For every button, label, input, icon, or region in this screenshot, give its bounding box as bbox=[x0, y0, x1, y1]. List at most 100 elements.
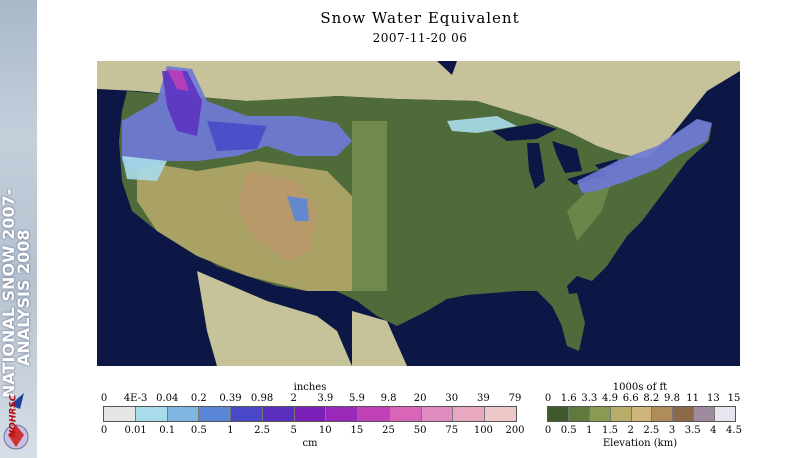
swe_legend-bottom-tick-label: 5 bbox=[290, 425, 297, 436]
baja-region bbox=[205, 286, 237, 346]
appalachians bbox=[567, 179, 612, 241]
swe_legend-top-tick-label: 0 bbox=[100, 393, 108, 404]
lake-superior bbox=[492, 123, 557, 141]
snow-cascades-light bbox=[122, 156, 167, 181]
logo-text: NOHRSC bbox=[8, 394, 19, 438]
elev_legend-bottom-tick-label: 4.5 bbox=[726, 425, 742, 436]
elev_legend-swatch bbox=[548, 407, 569, 421]
swe-color-bar bbox=[103, 406, 517, 422]
swe_legend-top-tick-label: 5.9 bbox=[348, 393, 365, 404]
side-banner: NATIONAL SNOW 2007- ANALYSIS 2008 NOHRSC bbox=[0, 0, 37, 458]
swe_legend-bottom-tick-label: 50 bbox=[413, 425, 427, 436]
elev_legend-top-tick-label: 11 bbox=[686, 393, 700, 404]
swe_legend-top-tick-label: 4E-3 bbox=[123, 393, 148, 404]
map-title: Snow Water Equivalent bbox=[320, 9, 520, 27]
elev_legend-bottom-tick-label: 2 bbox=[627, 425, 634, 436]
lake-michigan bbox=[527, 143, 545, 189]
swe_legend-bottom-tick-label: 0.5 bbox=[190, 425, 207, 436]
swe_legend-top-tick-label: 0.04 bbox=[156, 393, 179, 404]
elev_legend-top-tick-label: 0 bbox=[544, 393, 552, 404]
swe_legend-swatch bbox=[231, 407, 263, 421]
snow-northeast-light bbox=[447, 116, 517, 133]
elev_legend-swatch bbox=[673, 407, 695, 421]
snow-northwest-deep bbox=[162, 71, 202, 136]
canada-region bbox=[97, 61, 740, 159]
elev_legend-bottom-tick-label: 3 bbox=[668, 425, 676, 436]
swe-bottom-unit: cm bbox=[302, 438, 318, 449]
swe_legend-bottom-tick-label: 10 bbox=[318, 425, 332, 436]
swe_legend-bottom-tick-label: 100 bbox=[473, 425, 493, 436]
elev_legend-top-tick-label: 4.9 bbox=[602, 393, 618, 404]
swe_legend-bottom-tick-label: 1 bbox=[227, 425, 234, 436]
elev_legend-top-tick-label: 8.2 bbox=[643, 393, 660, 404]
swe_legend-swatch bbox=[135, 407, 168, 421]
snow-map[interactable] bbox=[97, 61, 740, 366]
elev_legend-bottom-tick-label: 2.5 bbox=[643, 425, 660, 436]
swe_legend-swatch bbox=[199, 407, 232, 421]
elev_legend-top-tick-label: 13 bbox=[706, 393, 720, 404]
swe_legend-bottom-tick-label: 0 bbox=[100, 425, 108, 436]
elev_legend-bottom-tick-label: 0 bbox=[544, 425, 552, 436]
swe_legend-swatch bbox=[358, 407, 390, 421]
elev_legend-bottom-tick-label: 0.5 bbox=[560, 425, 577, 436]
elev_legend-swatch bbox=[715, 407, 736, 421]
map-canvas bbox=[97, 61, 740, 366]
swe_legend-top-tick-label: 2 bbox=[290, 393, 297, 404]
snow-northeast bbox=[577, 119, 712, 193]
florida bbox=[552, 293, 585, 351]
banner-line-2: ANALYSIS 2008 bbox=[14, 229, 33, 366]
swe_legend-swatch bbox=[326, 407, 359, 421]
elev_legend-bottom-tick-label: 3.5 bbox=[684, 425, 701, 436]
mexico-east-region bbox=[352, 311, 407, 366]
logo-emblem-icon bbox=[3, 393, 29, 450]
elev_legend-bottom-tick-label: 1.5 bbox=[602, 425, 618, 436]
swe_legend-swatch bbox=[104, 407, 136, 421]
swe_legend-top-tick-label: 0.39 bbox=[219, 393, 242, 404]
elevation-color-bar bbox=[547, 406, 736, 422]
mexico-region bbox=[197, 271, 352, 366]
swe_legend-top-tick-label: 0.2 bbox=[190, 393, 207, 404]
elev_legend-swatch bbox=[652, 407, 674, 421]
swe_legend-top-tick-label: 9.8 bbox=[380, 393, 397, 404]
snow-northwest-peak bbox=[167, 69, 189, 91]
swe_legend-swatch bbox=[453, 407, 486, 421]
elev_legend-swatch bbox=[610, 407, 632, 421]
swe_legend-swatch bbox=[294, 407, 327, 421]
swe_legend-swatch bbox=[421, 407, 454, 421]
elev-bottom-label: Elevation (km) bbox=[602, 438, 678, 449]
swe_legend-bottom-tick-label: 25 bbox=[382, 425, 395, 436]
swe_legend-top-tick-label: 20 bbox=[413, 393, 427, 404]
swe_legend-top-tick-label: 39 bbox=[477, 393, 490, 404]
elev_legend-swatch bbox=[694, 407, 716, 421]
snow-montana bbox=[207, 121, 267, 151]
elev-top-unit: 1000s of ft bbox=[612, 382, 668, 393]
banner-title: NATIONAL SNOW 2007- ANALYSIS 2008 bbox=[0, 189, 33, 398]
elev_legend-top-tick-label: 9.8 bbox=[664, 393, 680, 404]
swe_legend-swatch bbox=[389, 407, 422, 421]
swe_legend-top-tick-label: 3.9 bbox=[317, 393, 334, 404]
hudson-bay-edge bbox=[437, 61, 457, 75]
swe_legend-top-tick-label: 30 bbox=[445, 393, 459, 404]
swe_legend-top-tick-label: 79 bbox=[508, 393, 522, 404]
swe_legend-top-tick-label: 0.98 bbox=[250, 393, 274, 404]
nohrsc-logo: NOHRSC bbox=[2, 385, 35, 455]
lake-huron bbox=[552, 141, 582, 173]
lake-ontario bbox=[595, 159, 619, 169]
map-date: 2007-11-20 06 bbox=[372, 31, 468, 45]
swe_legend-bottom-tick-label: 75 bbox=[445, 425, 459, 436]
swe-top-unit: inches bbox=[293, 382, 327, 393]
elev_legend-top-tick-label: 1.6 bbox=[560, 393, 577, 404]
swe_legend-bottom-tick-label: 0.01 bbox=[124, 425, 147, 436]
great-plains bbox=[337, 121, 387, 291]
rocky-mountains bbox=[237, 171, 317, 261]
swe_legend-swatch bbox=[167, 407, 200, 421]
elev_legend-swatch bbox=[568, 407, 590, 421]
elev_legend-top-tick-label: 3.3 bbox=[581, 393, 598, 404]
elev_legend-swatch bbox=[631, 407, 653, 421]
elev_legend-bottom-tick-label: 1 bbox=[586, 425, 593, 436]
elev_legend-top-tick-label: 15 bbox=[727, 393, 741, 404]
swe_legend-bottom-tick-label: 0.1 bbox=[159, 425, 176, 436]
elev_legend-top-tick-label: 6.6 bbox=[622, 393, 639, 404]
swe_legend-bottom-tick-label: 2.5 bbox=[254, 425, 271, 436]
elev_legend-swatch bbox=[589, 407, 611, 421]
